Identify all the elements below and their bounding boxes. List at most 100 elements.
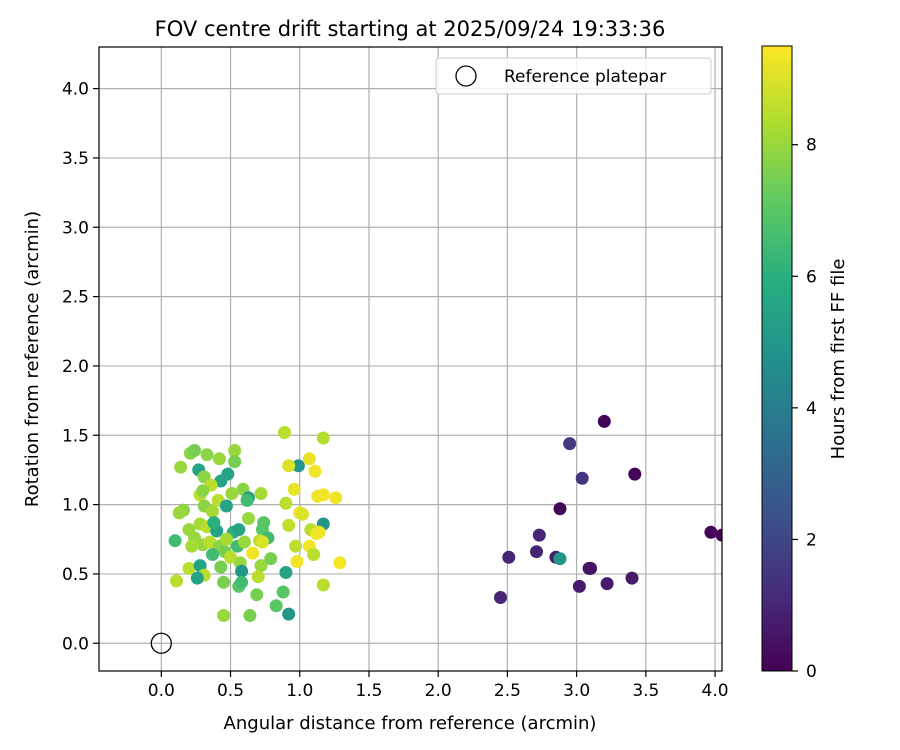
data-point (600, 577, 614, 591)
data-point (530, 545, 543, 559)
data-point (188, 444, 201, 457)
data-point (563, 437, 577, 451)
data-point (333, 556, 347, 570)
x-tick-label: 0.5 (217, 681, 244, 701)
colorbar-gradient (761, 45, 793, 672)
data-point (254, 559, 268, 573)
x-axis-ticks: 0.0 0.5 1.0 1.5 2.0 2.5 3.0 3.5 4.0 (148, 671, 729, 701)
data-point (628, 467, 642, 481)
y-tick-label: 0.5 (62, 565, 89, 585)
data-point (182, 561, 196, 575)
data-point (597, 414, 611, 428)
colorbar-label: Hours from first FF file (828, 259, 849, 460)
data-point (287, 482, 301, 496)
data-point (219, 499, 233, 513)
y-tick-label: 4.0 (62, 80, 89, 100)
x-tick-label: 2.0 (425, 681, 452, 701)
data-point (704, 525, 718, 539)
data-point (193, 559, 207, 573)
data-point (282, 459, 296, 473)
legend-box (435, 57, 712, 95)
data-point (316, 488, 330, 502)
plot-frame (98, 46, 723, 672)
x-tick-label: 0.0 (148, 681, 175, 701)
y-tick-label: 2.5 (62, 288, 89, 308)
colorbar-tick-label: 0 (806, 662, 817, 682)
data-point (228, 455, 242, 469)
data-point (312, 525, 326, 539)
y-tick-label: 1.5 (62, 426, 89, 446)
data-point (224, 550, 237, 564)
x-tick-label: 3.0 (563, 681, 590, 701)
colorbar-tick-label: 8 (806, 136, 817, 156)
data-point (207, 516, 221, 530)
legend-label: Reference platepar (504, 67, 666, 87)
data-point (532, 528, 546, 542)
data-point (190, 571, 204, 585)
data-point (243, 609, 257, 622)
data-point (282, 607, 296, 621)
data-point (282, 518, 296, 532)
data-point (279, 496, 293, 510)
data-point (329, 491, 343, 505)
data-point (170, 574, 183, 588)
data-point (316, 578, 330, 592)
data-point (168, 534, 182, 548)
data-point (228, 444, 242, 457)
data-point (494, 591, 507, 604)
colorbar-tick-label: 4 (806, 399, 817, 419)
data-point (217, 609, 231, 622)
data-point (316, 431, 330, 445)
colorbar-ticks: 0 2 4 6 8 (792, 136, 817, 682)
x-tick-label: 2.5 (494, 681, 521, 701)
data-point (235, 564, 249, 578)
legend-marker (455, 65, 477, 87)
data-point (240, 493, 254, 507)
data-point (232, 523, 246, 537)
y-tick-label: 1.0 (62, 496, 89, 516)
y-axis-label: Rotation from reference (arcmin) (22, 211, 43, 507)
reference-platepar-marker (150, 632, 172, 654)
data-point (217, 575, 231, 589)
data-point (246, 546, 260, 560)
data-point (307, 548, 321, 561)
x-tick-label: 1.0 (286, 681, 313, 701)
data-point (302, 452, 316, 466)
x-tick-label: 4.0 (702, 681, 729, 701)
data-point (219, 532, 233, 546)
data-point (251, 570, 265, 584)
data-point (715, 528, 722, 542)
data-point (242, 512, 255, 525)
data-point (237, 535, 251, 549)
data-point (269, 599, 283, 613)
data-point (174, 460, 188, 474)
data-point (206, 548, 219, 561)
data-point (196, 484, 210, 498)
y-tick-label: 2.0 (62, 357, 89, 377)
data-point (264, 552, 278, 566)
data-point (185, 539, 199, 553)
data-point (553, 502, 567, 516)
data-point (572, 579, 586, 593)
data-point (279, 566, 293, 579)
data-point (553, 552, 567, 566)
x-axis-label: Angular distance from reference (arcmin) (224, 713, 597, 734)
data-point (289, 539, 303, 553)
data-points (150, 414, 722, 654)
data-point (625, 571, 639, 585)
y-axis-ticks: 0.0 0.5 1.0 1.5 2.0 2.5 3.0 3.5 4.0 (62, 80, 99, 654)
data-point (291, 459, 305, 473)
x-tick-label: 3.5 (632, 681, 659, 701)
data-point (276, 585, 290, 599)
y-tick-label: 0.0 (62, 634, 89, 654)
data-point (212, 452, 226, 466)
data-point (214, 474, 228, 488)
data-point (250, 588, 264, 602)
data-point (278, 426, 291, 439)
data-point (296, 507, 309, 521)
data-point (172, 506, 186, 520)
legend: Reference platepar (435, 57, 712, 95)
data-point (200, 448, 214, 462)
data-point (235, 575, 249, 589)
